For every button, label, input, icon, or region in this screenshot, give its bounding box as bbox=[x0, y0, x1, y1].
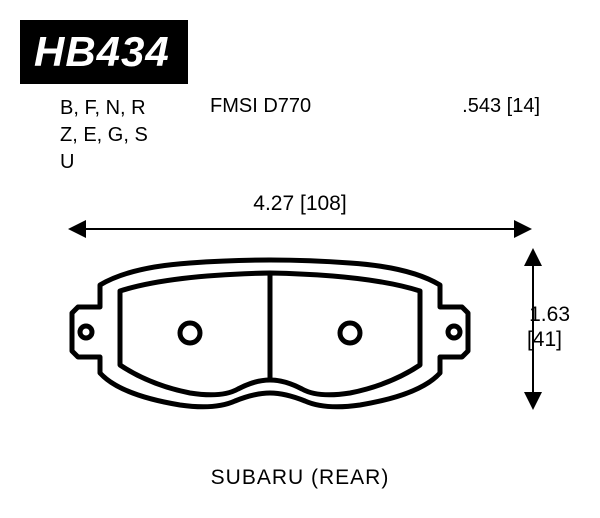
codes-line-3: U bbox=[60, 149, 180, 176]
codes-line-1: B, F, N, R bbox=[60, 95, 180, 122]
fmsi-code: FMSI D770 bbox=[210, 95, 311, 118]
width-dimension-arrow bbox=[70, 220, 530, 238]
codes-line-2: Z, E, G, S bbox=[60, 122, 180, 149]
height-dimension-arrow bbox=[524, 250, 542, 408]
width-dimension-label: 4.27 [108] bbox=[0, 192, 600, 216]
part-number-header: HB434 bbox=[20, 20, 188, 84]
application-label: SUBARU (REAR) bbox=[0, 466, 600, 490]
brake-pad-diagram bbox=[60, 255, 480, 425]
thickness-value: .543 [14] bbox=[462, 95, 540, 118]
compound-codes: B, F, N, R Z, E, G, S U bbox=[60, 95, 180, 176]
